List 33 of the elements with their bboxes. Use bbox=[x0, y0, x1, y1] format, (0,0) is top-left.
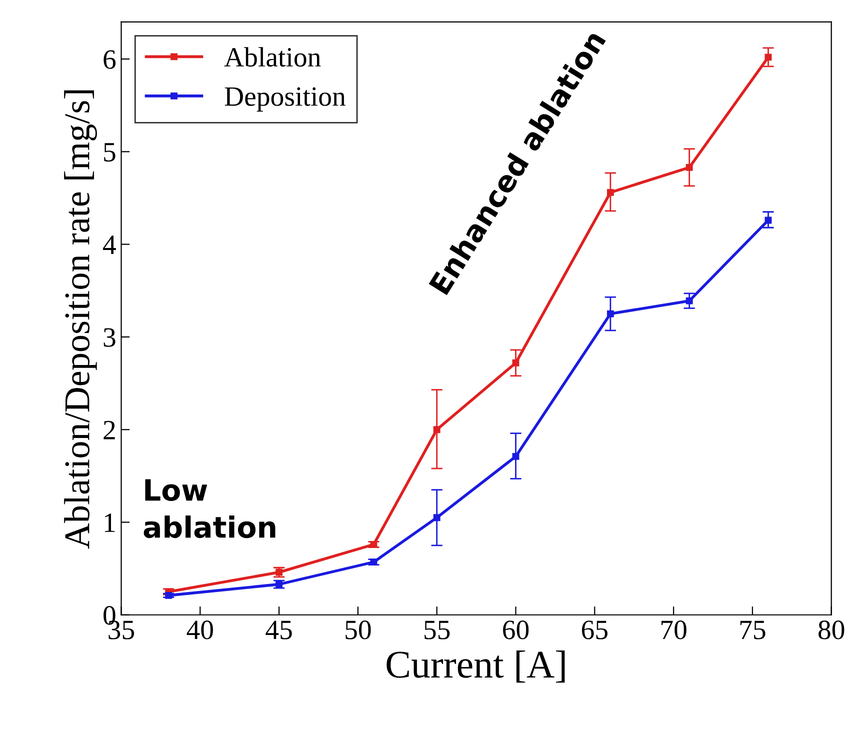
point bbox=[512, 359, 520, 366]
point bbox=[165, 592, 172, 599]
point bbox=[686, 164, 693, 171]
x-tick-label: 60 bbox=[503, 620, 529, 640]
point bbox=[433, 514, 440, 522]
y-tick-label: 6 bbox=[104, 50, 116, 69]
point bbox=[764, 216, 772, 224]
point bbox=[276, 568, 283, 576]
point bbox=[606, 310, 614, 318]
point bbox=[276, 580, 283, 588]
annotation: Low ablation bbox=[144, 479, 276, 538]
y-tick-label: 3 bbox=[104, 328, 116, 347]
x-tick-label: 65 bbox=[582, 620, 608, 640]
y-tick-label: 2 bbox=[104, 420, 115, 440]
x-tick-label: 45 bbox=[266, 620, 292, 640]
x-tick-label: 70 bbox=[662, 620, 686, 640]
x-tick-label: 80 bbox=[818, 620, 844, 640]
point bbox=[764, 54, 772, 61]
legend-label: Deposition bbox=[224, 87, 346, 112]
x-axis-title: Current [A] bbox=[386, 650, 565, 683]
point bbox=[433, 426, 440, 434]
y-tick-label: 5 bbox=[104, 143, 116, 162]
x-tick-label: 40 bbox=[186, 620, 213, 640]
x-tick-label: 50 bbox=[346, 620, 371, 640]
point bbox=[512, 452, 520, 460]
y-tick-label: 1 bbox=[104, 514, 115, 532]
y-tick-label: 4 bbox=[103, 236, 116, 254]
point bbox=[686, 297, 693, 304]
x-tick-label: 75 bbox=[740, 620, 766, 640]
point bbox=[606, 188, 614, 196]
x-tick-label: 55 bbox=[424, 620, 450, 640]
y-axis-title: Ablation/Deposition rate [mg/s] bbox=[64, 90, 97, 549]
legend-label: Ablation bbox=[224, 47, 321, 67]
